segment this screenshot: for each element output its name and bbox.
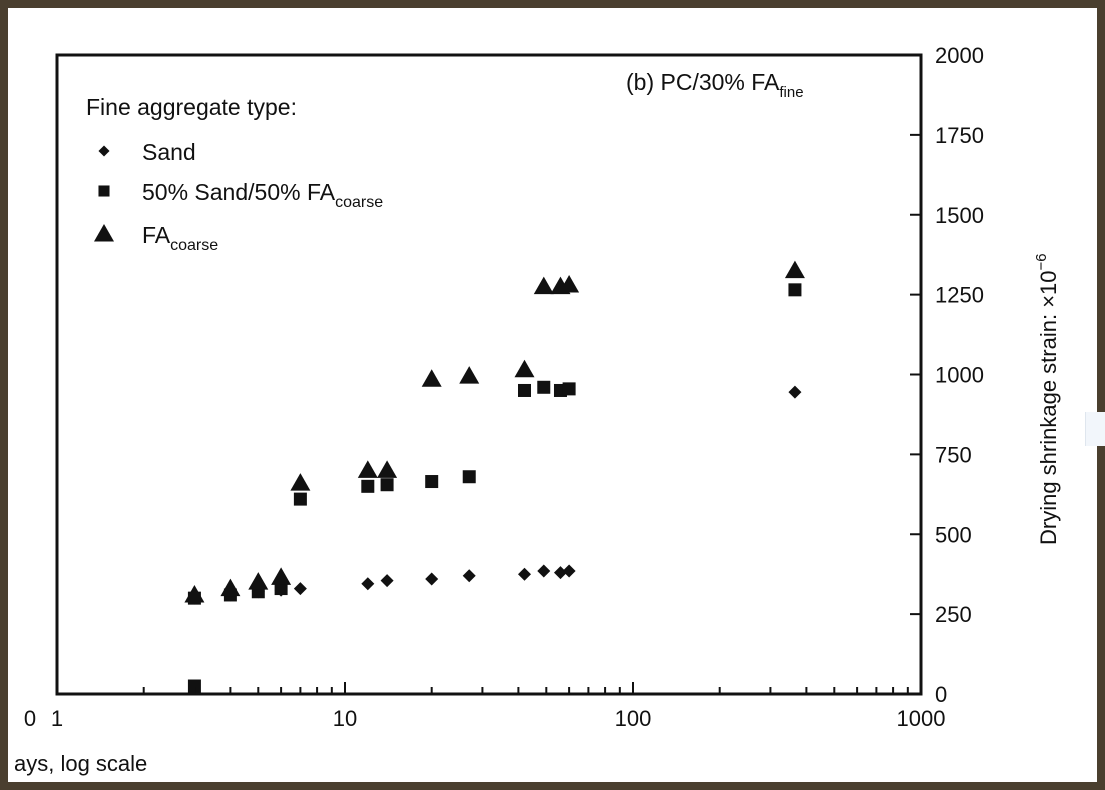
legend-title: Fine aggregate type:	[86, 94, 297, 120]
point-diamond	[553, 566, 567, 580]
x-cut-tick-label: 0	[24, 706, 36, 731]
point-square	[788, 283, 802, 297]
x-tick-label: 1000	[897, 706, 946, 731]
point-triangle	[559, 275, 580, 293]
y-tick-label: 2000	[935, 43, 984, 68]
legend-label: 50% Sand/50% FAcoarse	[142, 179, 383, 211]
point-diamond	[517, 567, 531, 581]
point-triangle	[184, 584, 205, 603]
x-tick-label: 1	[51, 706, 63, 731]
point-square	[380, 478, 394, 492]
point-square	[361, 479, 375, 493]
point-triangle	[377, 460, 398, 478]
point-square	[462, 470, 476, 484]
point-diamond	[788, 385, 802, 399]
point-triangle	[271, 567, 292, 585]
point-square	[562, 382, 576, 396]
legend-label: Sand	[142, 139, 196, 165]
axes	[55, 53, 923, 696]
legend-marker-diamond	[98, 145, 110, 157]
y-tick-label: 1000	[935, 363, 984, 388]
point-triangle	[220, 578, 241, 597]
legend-marker-square	[98, 185, 110, 197]
legend-marker-triangle	[94, 224, 114, 242]
point-triangle	[248, 572, 269, 590]
x-axis-label: ays, log scale	[14, 751, 147, 776]
point-diamond	[361, 577, 375, 591]
x-tick-label: 10	[333, 706, 357, 731]
point-triangle	[357, 460, 378, 478]
point-diamond	[293, 582, 307, 596]
point-square	[425, 475, 439, 489]
point-triangle	[290, 473, 311, 491]
y-tick-label: 250	[935, 602, 972, 627]
y-tick-label: 750	[935, 442, 972, 467]
edge-tab	[1085, 412, 1105, 446]
point-square	[274, 582, 288, 596]
legend-label: FAcoarse	[142, 222, 218, 254]
chart-title: (b) PC/30% FAfine	[626, 69, 804, 101]
point-diamond	[380, 574, 394, 588]
y-tick-label: 500	[935, 522, 972, 547]
point-square	[293, 492, 307, 506]
x-tick-label: 100	[615, 706, 652, 731]
point-diamond	[425, 572, 439, 586]
y-tick-label: 1750	[935, 123, 984, 148]
point-diamond	[462, 569, 476, 583]
y-tick-label: 1500	[935, 203, 984, 228]
point-triangle	[533, 276, 554, 295]
y-axis-label: Drying shrinkage strain: ×10−6	[1033, 253, 1061, 545]
point-diamond	[562, 564, 576, 578]
point-triangle	[459, 366, 480, 384]
point-square	[537, 380, 551, 394]
y-tick-label: 1250	[935, 283, 984, 308]
y-tick-label: 0	[935, 682, 947, 707]
point-square	[187, 679, 201, 693]
point-triangle	[421, 369, 442, 387]
point-square	[517, 383, 531, 397]
point-triangle	[784, 260, 805, 279]
data-marks	[184, 260, 805, 693]
point-diamond	[537, 564, 551, 578]
point-triangle	[514, 359, 535, 378]
